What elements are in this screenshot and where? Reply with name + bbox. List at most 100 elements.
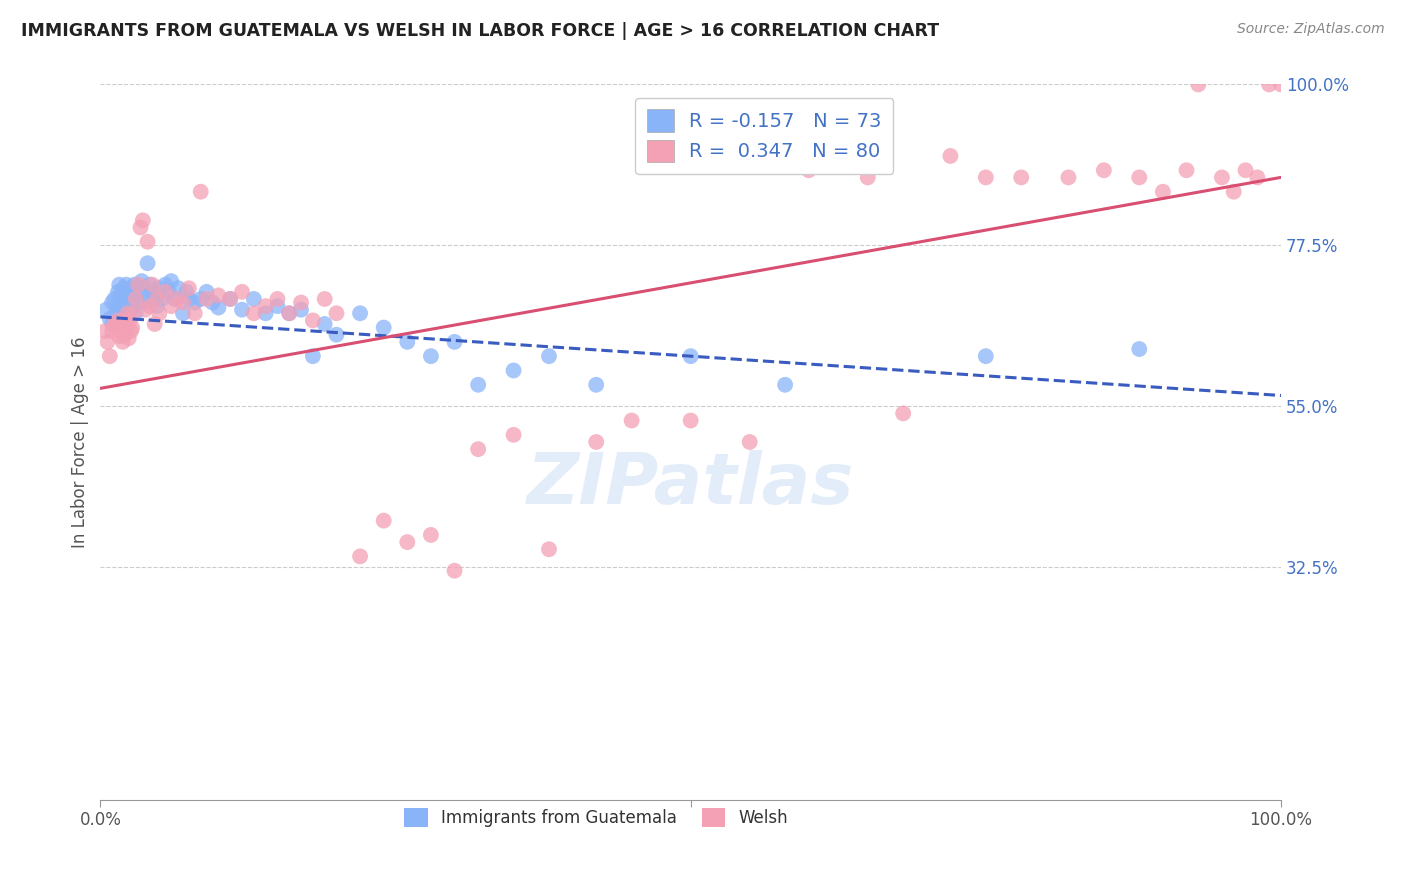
Point bbox=[1057, 170, 1080, 185]
Point bbox=[118, 294, 141, 309]
Point bbox=[184, 306, 207, 320]
Point bbox=[738, 434, 761, 449]
Point bbox=[195, 292, 218, 306]
Text: ZIPatlas: ZIPatlas bbox=[527, 450, 855, 519]
Point bbox=[103, 292, 125, 306]
Point bbox=[110, 305, 132, 319]
Point bbox=[127, 295, 149, 310]
Point bbox=[111, 334, 134, 349]
Point bbox=[129, 220, 152, 235]
Point bbox=[120, 292, 142, 306]
Point bbox=[679, 349, 702, 363]
Point bbox=[127, 277, 149, 292]
Point bbox=[121, 301, 143, 315]
Point bbox=[349, 549, 371, 564]
Point bbox=[136, 256, 159, 270]
Point bbox=[143, 317, 166, 331]
Point bbox=[176, 285, 198, 299]
Point bbox=[278, 306, 301, 320]
Point bbox=[98, 312, 121, 326]
Point bbox=[155, 277, 177, 292]
Point bbox=[1211, 170, 1233, 185]
Y-axis label: In Labor Force | Age > 16: In Labor Force | Age > 16 bbox=[72, 336, 89, 548]
Point bbox=[1128, 170, 1150, 185]
Point bbox=[201, 295, 224, 310]
Point bbox=[167, 281, 190, 295]
Point bbox=[219, 292, 242, 306]
Point bbox=[96, 302, 118, 317]
Point bbox=[103, 317, 125, 331]
Point bbox=[396, 535, 419, 549]
Point bbox=[443, 564, 465, 578]
Point bbox=[443, 334, 465, 349]
Point bbox=[110, 317, 132, 331]
Point bbox=[419, 528, 441, 542]
Point bbox=[773, 377, 796, 392]
Point bbox=[111, 310, 134, 324]
Point bbox=[166, 292, 188, 306]
Point bbox=[373, 514, 395, 528]
Point bbox=[302, 349, 325, 363]
Point bbox=[585, 377, 607, 392]
Point bbox=[502, 363, 524, 377]
Point bbox=[131, 274, 153, 288]
Point bbox=[314, 317, 336, 331]
Point bbox=[207, 301, 229, 315]
Point bbox=[195, 285, 218, 299]
Point bbox=[114, 301, 136, 315]
Point bbox=[1128, 342, 1150, 356]
Point bbox=[231, 302, 253, 317]
Point bbox=[974, 349, 997, 363]
Text: IMMIGRANTS FROM GUATEMALA VS WELSH IN LABOR FORCE | AGE > 16 CORRELATION CHART: IMMIGRANTS FROM GUATEMALA VS WELSH IN LA… bbox=[21, 22, 939, 40]
Point bbox=[502, 427, 524, 442]
Point bbox=[1234, 163, 1257, 178]
Point bbox=[115, 277, 138, 292]
Point bbox=[373, 320, 395, 334]
Point bbox=[160, 299, 183, 313]
Point bbox=[1187, 78, 1209, 92]
Point bbox=[314, 292, 336, 306]
Point bbox=[396, 334, 419, 349]
Point bbox=[419, 349, 441, 363]
Point bbox=[136, 235, 159, 249]
Point bbox=[141, 277, 163, 292]
Point bbox=[1258, 78, 1281, 92]
Point bbox=[797, 163, 820, 178]
Point bbox=[172, 306, 194, 320]
Point bbox=[254, 299, 277, 313]
Point bbox=[290, 302, 312, 317]
Point bbox=[1222, 185, 1244, 199]
Point bbox=[278, 306, 301, 320]
Point bbox=[163, 292, 186, 306]
Point bbox=[190, 185, 212, 199]
Point bbox=[118, 313, 141, 327]
Point bbox=[266, 299, 288, 313]
Point bbox=[1246, 170, 1268, 185]
Point bbox=[254, 306, 277, 320]
Point bbox=[537, 542, 560, 557]
Point bbox=[325, 306, 347, 320]
Point bbox=[219, 292, 242, 306]
Point bbox=[104, 320, 127, 334]
Point bbox=[122, 281, 145, 295]
Point bbox=[1092, 163, 1115, 178]
Point bbox=[134, 302, 156, 317]
Text: Source: ZipAtlas.com: Source: ZipAtlas.com bbox=[1237, 22, 1385, 37]
Point bbox=[110, 286, 132, 301]
Point bbox=[108, 329, 131, 343]
Point bbox=[112, 327, 135, 342]
Point bbox=[679, 413, 702, 427]
Point bbox=[231, 285, 253, 299]
Point bbox=[114, 313, 136, 327]
Point bbox=[101, 324, 124, 338]
Point bbox=[146, 292, 169, 306]
Point bbox=[177, 292, 200, 306]
Point bbox=[101, 317, 124, 331]
Point bbox=[856, 170, 879, 185]
Point bbox=[112, 292, 135, 306]
Point bbox=[243, 306, 266, 320]
Point bbox=[118, 331, 141, 345]
Point bbox=[110, 294, 132, 309]
Point bbox=[120, 324, 142, 338]
Point bbox=[121, 320, 143, 334]
